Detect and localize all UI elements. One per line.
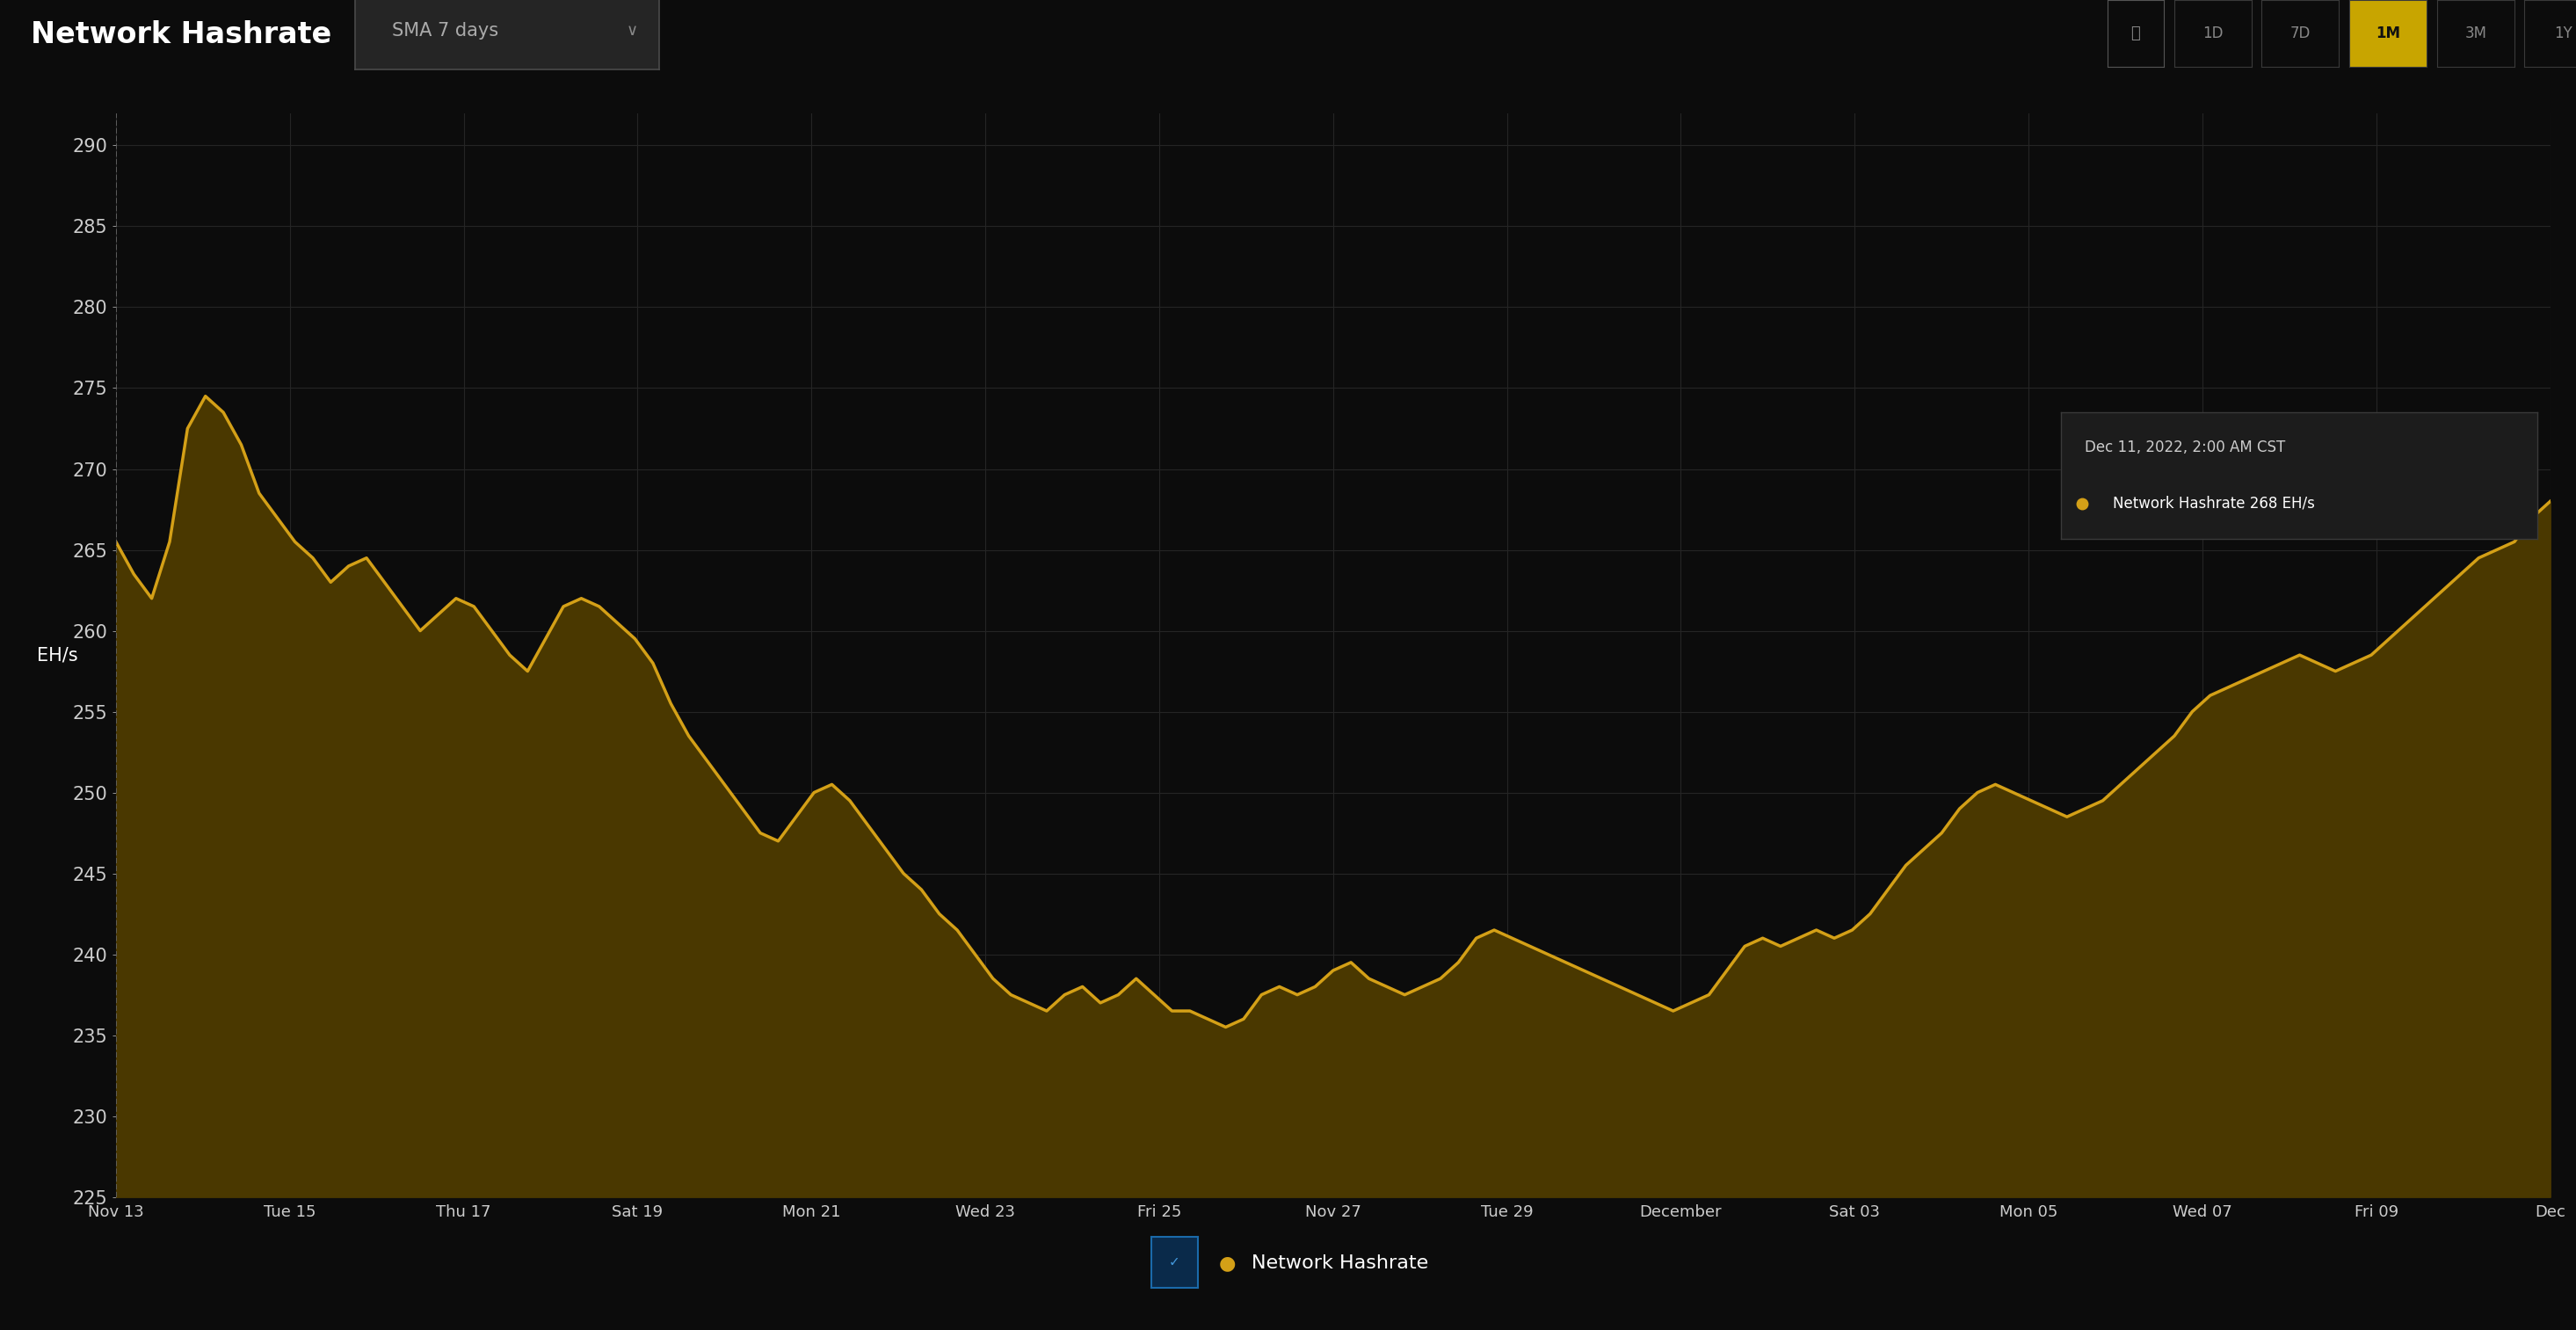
Text: 3M: 3M (2465, 25, 2486, 41)
Text: ✓: ✓ (1170, 1256, 1180, 1269)
Text: SMA 7 days: SMA 7 days (392, 21, 497, 40)
Text: Network Hashrate: Network Hashrate (1252, 1254, 1430, 1273)
Text: 1Y: 1Y (2553, 25, 2573, 41)
Text: Network Hashrate 268 EH/s: Network Hashrate 268 EH/s (2112, 495, 2316, 511)
Text: 7D: 7D (2290, 25, 2311, 41)
Text: ∨: ∨ (626, 23, 639, 39)
Text: ●: ● (1218, 1254, 1236, 1273)
Text: 1M: 1M (2375, 25, 2401, 41)
Text: Dec 11, 2022, 2:00 AM CST: Dec 11, 2022, 2:00 AM CST (2084, 440, 2285, 456)
Text: 1D: 1D (2202, 25, 2223, 41)
Y-axis label: EH/s: EH/s (36, 646, 77, 664)
Text: ⛶: ⛶ (2130, 25, 2141, 41)
Text: Network Hashrate: Network Hashrate (31, 20, 332, 49)
